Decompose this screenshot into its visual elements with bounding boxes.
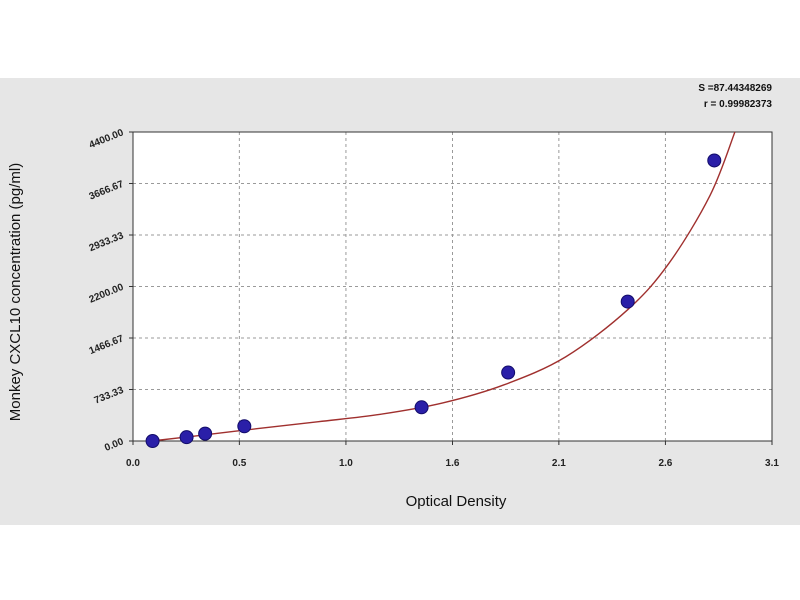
data-point <box>707 153 722 168</box>
grid-lines <box>133 132 772 441</box>
x-tick-label: 3.1 <box>765 458 779 469</box>
x-tick-label: 1.6 <box>446 458 460 469</box>
x-tick-label: 2.1 <box>552 458 566 469</box>
data-point <box>237 419 252 434</box>
data-point <box>620 294 635 309</box>
y-tick-label: 2200.00 <box>88 282 126 306</box>
fit-s-value: S =87.44348269 <box>698 83 772 94</box>
data-point <box>179 430 194 445</box>
data-point <box>145 434 160 448</box>
x-tick-label: 2.6 <box>658 458 672 469</box>
y-tick-label: 0.00 <box>103 436 126 454</box>
y-tick-label: 2933.33 <box>88 230 126 254</box>
data-point <box>501 365 516 380</box>
data-point <box>414 400 429 415</box>
fit-r-value: r = 0.99982373 <box>704 99 773 110</box>
y-tick-label: 3666.67 <box>88 179 126 203</box>
axes <box>129 131 773 445</box>
y-tick-label: 1466.67 <box>88 333 126 357</box>
x-axis-title: Optical Density <box>406 493 507 510</box>
x-tick-label: 0.5 <box>232 458 246 469</box>
x-tick-labels: 0.0 0.5 1.0 1.6 2.1 2.6 3.1 <box>126 458 779 469</box>
x-tick-label: 1.0 <box>339 458 353 469</box>
y-axis-title: Monkey CXCL10 concentration (pg/ml) <box>7 163 24 421</box>
data-point <box>198 426 213 441</box>
x-tick-label: 0.0 <box>126 458 140 469</box>
y-tick-labels: 0.00 733.33 1466.67 2200.00 2933.33 3666.67 44… <box>88 127 126 454</box>
y-tick-label: 733.33 <box>93 385 126 407</box>
fit-curve <box>151 131 736 442</box>
data-points <box>145 153 722 448</box>
y-tick-label: 4400.00 <box>88 127 126 151</box>
